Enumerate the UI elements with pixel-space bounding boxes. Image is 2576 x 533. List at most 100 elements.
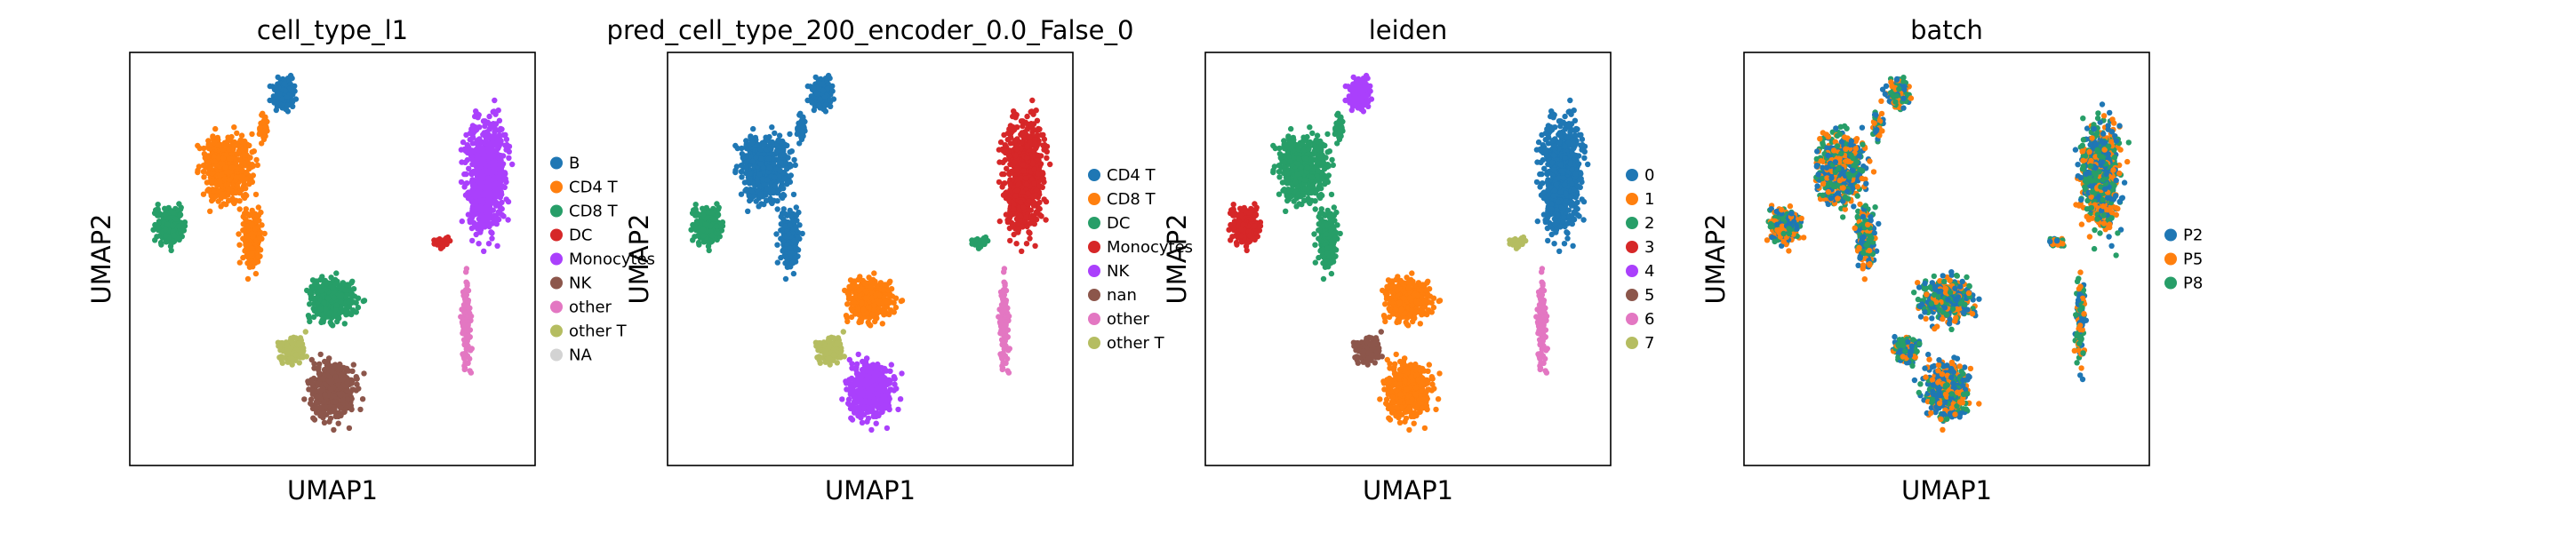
data-point bbox=[234, 183, 241, 189]
data-point bbox=[467, 137, 473, 143]
data-point bbox=[324, 280, 331, 287]
data-point bbox=[888, 362, 894, 368]
data-point bbox=[871, 270, 877, 276]
data-point bbox=[830, 352, 836, 358]
data-point bbox=[328, 321, 334, 328]
data-point bbox=[767, 146, 773, 152]
legend-label: CD8 T bbox=[569, 203, 619, 221]
data-point bbox=[244, 254, 252, 260]
data-point bbox=[764, 186, 771, 192]
data-point bbox=[468, 346, 475, 352]
data-point bbox=[228, 133, 235, 140]
data-point bbox=[860, 306, 867, 313]
data-point bbox=[340, 377, 346, 384]
data-point bbox=[856, 404, 862, 411]
data-point bbox=[234, 130, 240, 137]
data-point bbox=[205, 164, 212, 171]
data-point bbox=[866, 386, 872, 393]
data-point bbox=[503, 147, 509, 153]
data-point bbox=[714, 223, 720, 229]
data-point bbox=[240, 193, 247, 200]
data-point bbox=[332, 281, 339, 287]
data-point bbox=[150, 227, 156, 233]
data-point bbox=[212, 125, 219, 132]
data-point bbox=[841, 354, 847, 360]
data-point bbox=[233, 174, 240, 180]
data-point bbox=[476, 146, 483, 153]
data-point bbox=[502, 175, 508, 182]
data-point bbox=[868, 426, 875, 434]
data-point bbox=[473, 126, 480, 133]
data-point bbox=[834, 340, 840, 346]
data-point bbox=[715, 212, 721, 219]
data-point bbox=[748, 187, 755, 195]
data-point bbox=[771, 189, 777, 196]
data-point bbox=[690, 237, 696, 243]
data-point bbox=[458, 179, 465, 186]
data-point bbox=[871, 302, 877, 308]
data-point bbox=[249, 251, 255, 257]
data-point bbox=[888, 307, 894, 314]
data-point bbox=[462, 159, 468, 165]
data-point bbox=[301, 396, 308, 402]
data-point bbox=[337, 404, 344, 411]
data-point bbox=[772, 130, 778, 137]
data-point bbox=[338, 371, 344, 378]
data-point bbox=[882, 282, 888, 288]
data-point bbox=[757, 161, 764, 167]
data-point bbox=[343, 312, 349, 318]
data-point bbox=[844, 301, 851, 307]
data-point bbox=[311, 361, 317, 367]
data-point bbox=[170, 210, 177, 216]
data-point bbox=[505, 198, 512, 205]
data-point bbox=[459, 218, 465, 225]
data-point bbox=[176, 223, 182, 229]
data-point bbox=[856, 312, 863, 318]
data-point bbox=[706, 241, 712, 247]
data-point bbox=[799, 230, 805, 237]
data-point bbox=[787, 251, 793, 257]
data-point bbox=[309, 387, 316, 394]
data-point bbox=[834, 360, 840, 366]
data-point bbox=[480, 175, 486, 181]
data-point bbox=[708, 210, 715, 216]
data-point bbox=[200, 169, 207, 175]
data-point bbox=[348, 406, 355, 413]
data-point bbox=[763, 197, 770, 204]
data-point bbox=[757, 155, 764, 162]
data-point bbox=[496, 132, 503, 139]
data-point bbox=[485, 241, 492, 247]
data-point bbox=[849, 365, 855, 371]
data-point bbox=[743, 164, 749, 171]
data-point bbox=[484, 214, 492, 220]
data-point bbox=[236, 198, 243, 204]
data-point bbox=[356, 386, 362, 392]
data-point bbox=[469, 181, 476, 187]
data-point bbox=[486, 223, 492, 230]
data-point bbox=[244, 275, 252, 282]
data-point bbox=[732, 142, 739, 149]
data-point bbox=[868, 294, 876, 301]
data-point bbox=[764, 177, 771, 183]
data-point bbox=[493, 202, 500, 209]
data-point bbox=[255, 204, 261, 211]
data-point bbox=[859, 399, 865, 405]
data-point bbox=[732, 167, 739, 173]
data-point bbox=[261, 128, 268, 135]
data-point bbox=[782, 254, 789, 260]
data-point bbox=[248, 231, 254, 237]
legend-label: Monocytes bbox=[569, 251, 655, 269]
data-point bbox=[471, 224, 478, 230]
data-point bbox=[884, 304, 891, 310]
data-point bbox=[497, 171, 503, 177]
data-point bbox=[252, 191, 260, 198]
data-point bbox=[812, 74, 819, 81]
data-point bbox=[857, 317, 863, 323]
data-point bbox=[155, 202, 161, 208]
data-point bbox=[830, 335, 836, 341]
data-point bbox=[776, 173, 782, 179]
data-point bbox=[461, 291, 468, 298]
data-point bbox=[346, 304, 353, 310]
data-point bbox=[254, 162, 260, 169]
data-point bbox=[893, 386, 900, 392]
